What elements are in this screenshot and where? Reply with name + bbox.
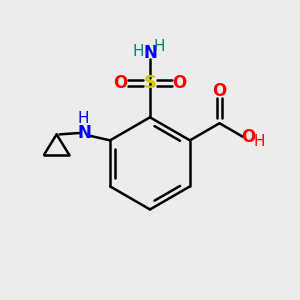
Text: N: N [78,124,92,142]
Text: H: H [154,39,165,54]
Text: H: H [133,44,145,59]
Text: O: O [212,82,226,100]
Text: O: O [113,74,127,92]
Text: O: O [172,74,187,92]
Text: N: N [143,44,157,62]
Text: O: O [241,128,255,146]
Text: S: S [143,74,157,92]
Text: H: H [78,111,89,126]
Text: H: H [253,134,265,149]
